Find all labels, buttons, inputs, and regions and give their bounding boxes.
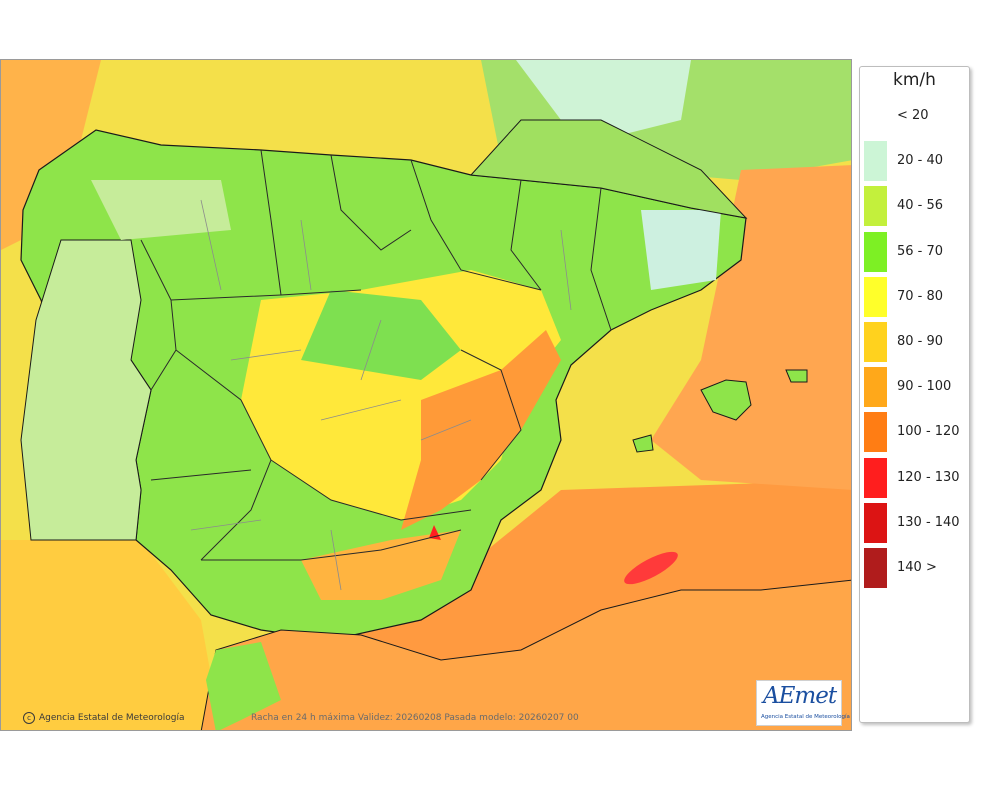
legend-swatch (864, 367, 887, 408)
north-africa (200, 579, 851, 730)
legend-row: < 20 (860, 96, 969, 136)
legend-label: 140 > (897, 560, 937, 575)
wind-gust-map: c Agencia Estatal de Meteorología Racha … (0, 59, 852, 731)
legend-swatch (864, 548, 887, 588)
portugal-region (20, 239, 152, 541)
legend-row: 130 - 140 (860, 502, 969, 543)
map-caption: Racha en 24 h máxima Validez: 20260208 P… (251, 713, 579, 723)
east-orange-ridge (401, 330, 561, 530)
legend-label: 40 - 56 (897, 198, 944, 214)
legend-label: 56 - 70 (897, 243, 944, 259)
agency-credit-text: Agencia Estatal de Meteorología (39, 713, 185, 723)
south-orange-band (301, 530, 461, 600)
legend-row: 140 > (860, 548, 969, 588)
aemet-logo-text: Agencia Estatal de Meteorología (761, 714, 850, 720)
legend-label: 80 - 90 (897, 334, 944, 349)
morocco-green-patch (206, 642, 281, 730)
legend-swatch (864, 186, 887, 227)
province-borders (190, 199, 572, 591)
legend-swatch (864, 276, 887, 317)
agency-credit: c Agencia Estatal de Meteorología (23, 712, 185, 724)
legend-panel: km/h < 20 20 - 40 40 - 56 56 - 70 70 - 80 80 … (859, 66, 970, 723)
legend-label: 100 - 120 (897, 424, 960, 440)
aemet-logo: AEmet Agencia Estatal de Meteorología (756, 680, 850, 726)
legend-row: 56 - 70 (860, 231, 969, 272)
inland-green-patch (301, 290, 461, 380)
legend-label: 130 - 140 (897, 514, 960, 530)
ibiza (632, 434, 654, 453)
galicia-light-patch (91, 180, 231, 240)
legend-row: 100 - 120 (860, 412, 969, 453)
aemet-logo-mark: AEmet (763, 683, 837, 709)
region-borders (140, 149, 612, 561)
copyright-icon: c (23, 712, 35, 724)
legend-label: < 20 (897, 108, 929, 123)
legend-swatch (864, 322, 887, 362)
legend-label: 90 - 100 (897, 379, 952, 395)
legend-swatch (864, 96, 887, 136)
menorca (785, 369, 808, 383)
high-gust-patch-sea (624, 551, 678, 585)
legend-row: 80 - 90 (860, 322, 969, 362)
legend-row: 120 - 130 (860, 457, 969, 498)
sea-calm-patch (516, 60, 691, 135)
legend-swatch (864, 457, 887, 498)
legend-label: 20 - 40 (897, 153, 944, 169)
legend-label: 70 - 80 (897, 288, 944, 304)
sea-east-gust-band (651, 165, 851, 490)
legend-swatch (864, 231, 887, 272)
southern-france (469, 119, 748, 219)
legend-row: 70 - 80 (860, 276, 969, 317)
map-canvas (1, 60, 851, 730)
mallorca (700, 379, 752, 421)
legend-row: 20 - 40 (860, 141, 969, 182)
legend-swatch (864, 412, 887, 453)
legend-row: 90 - 100 (860, 367, 969, 408)
legend-unit: km/h (893, 70, 936, 90)
sea-southwest-gust-band (1, 540, 221, 730)
legend-row: 40 - 56 (860, 186, 969, 227)
legend-label: 120 - 130 (897, 469, 960, 485)
legend-swatch (864, 141, 887, 182)
legend-swatch (864, 502, 887, 543)
catalonia-calm-patch (641, 210, 721, 290)
